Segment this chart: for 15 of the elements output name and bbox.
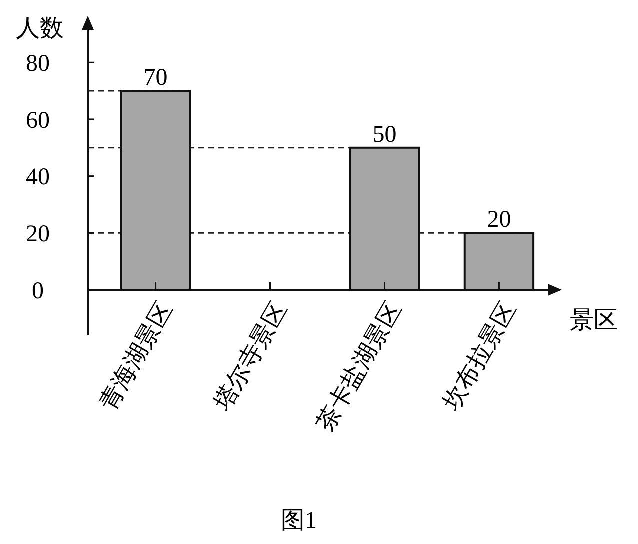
x-tick-label: 茶卡盐湖景区 xyxy=(312,298,408,436)
data-label: 70 xyxy=(144,65,168,92)
y-tick-label: 60 xyxy=(26,108,50,134)
x-tick-label: 青海湖景区 xyxy=(96,298,178,416)
data-label: 50 xyxy=(372,122,397,148)
y-tick-label: 40 xyxy=(26,164,50,191)
data-label: 20 xyxy=(487,207,512,234)
x-tick-label: 塔尔寺景区 xyxy=(210,298,293,416)
caption: 图1 xyxy=(281,508,317,534)
y-tick-label: 0 xyxy=(32,278,44,304)
x-tick-label: 坎布拉景区 xyxy=(438,298,522,416)
y-tick-label: 80 xyxy=(26,51,50,78)
x-axis-title: 景区 xyxy=(570,308,618,334)
y-axis-title: 人数 xyxy=(16,16,64,42)
y-tick-label: 20 xyxy=(26,222,50,248)
